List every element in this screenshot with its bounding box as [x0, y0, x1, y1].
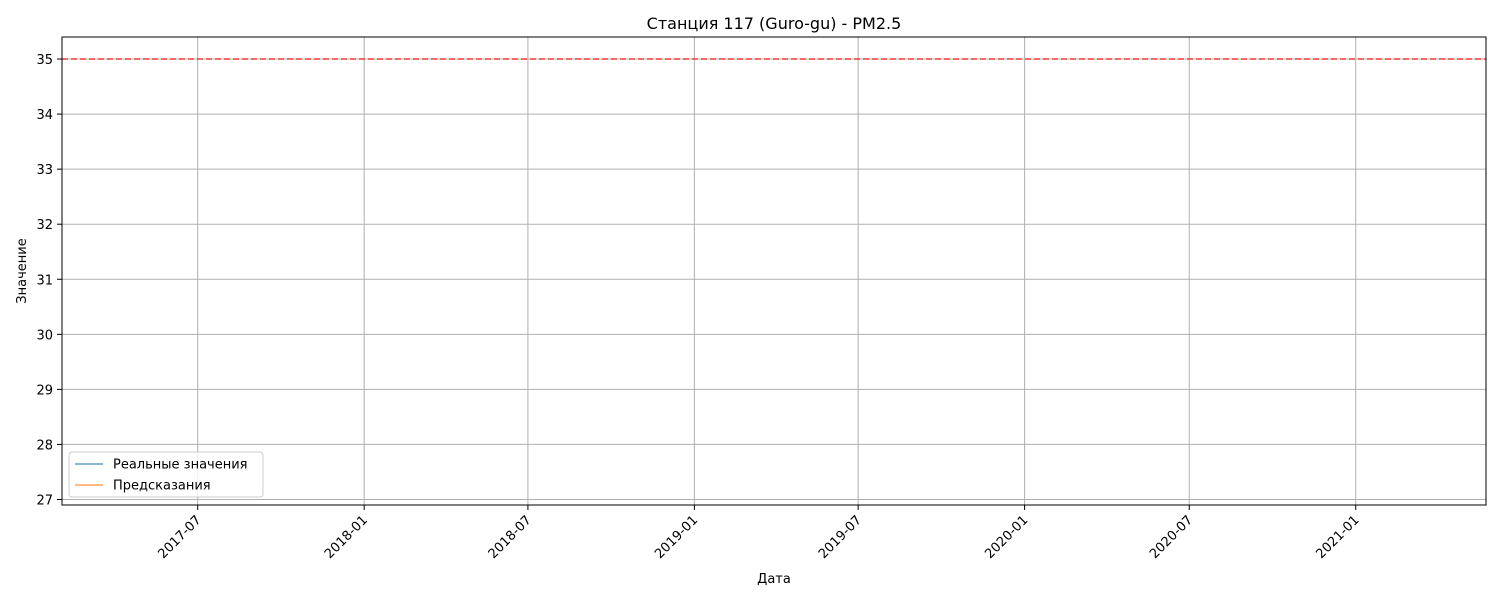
- y-tick-label: 32: [36, 218, 53, 233]
- x-tick-label: 2020-01: [982, 513, 1031, 562]
- y-tick-label: 35: [36, 53, 53, 68]
- y-tick-label: 31: [36, 273, 53, 288]
- x-tick-label: 2019-01: [652, 513, 701, 562]
- y-axis-title: Значение: [15, 238, 30, 303]
- legend: Реальные значения Предсказания: [68, 451, 264, 498]
- x-tick-label: 2021-01: [1314, 513, 1363, 562]
- x-tick-label: 2017-07: [156, 513, 205, 562]
- legend-box: [68, 451, 264, 498]
- plot-area-frame: [61, 36, 1487, 506]
- legend-label-real-values: Реальные значения: [113, 458, 248, 473]
- x-axis-title: Дата: [757, 572, 791, 587]
- y-tick-label: 34: [36, 108, 53, 123]
- y-tick-label: 33: [36, 163, 53, 178]
- grid-layer: [62, 37, 1486, 505]
- chart-title: Станция 117 (Guro-gu) - PM2.5: [647, 14, 902, 33]
- x-tick-label: 2019-07: [816, 513, 865, 562]
- y-tick-label: 30: [36, 328, 53, 343]
- y-tick-label: 28: [36, 438, 53, 453]
- y-tick-label: 29: [36, 383, 53, 398]
- legend-label-predictions: Предсказания: [113, 479, 211, 494]
- x-tick-label: 2018-07: [486, 513, 535, 562]
- x-tick-label: 2018-01: [322, 513, 371, 562]
- y-tick-label: 27: [36, 493, 53, 508]
- x-tick-label: 2020-07: [1147, 513, 1196, 562]
